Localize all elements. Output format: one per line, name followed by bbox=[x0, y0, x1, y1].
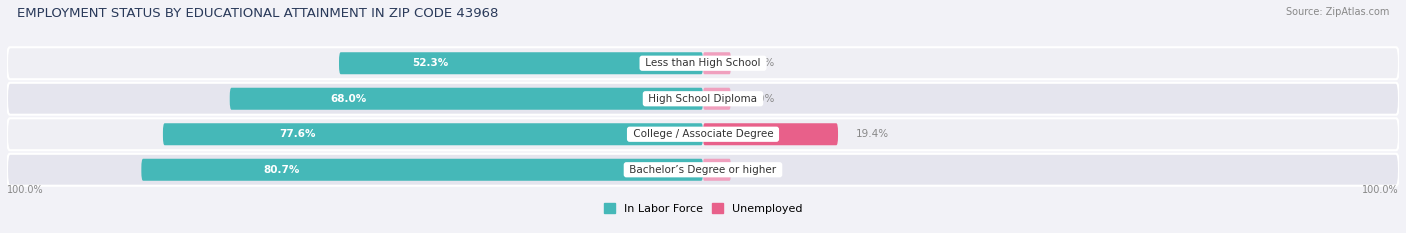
Text: 4.0%: 4.0% bbox=[748, 94, 775, 104]
FancyBboxPatch shape bbox=[7, 47, 1399, 79]
Text: Bachelor’s Degree or higher: Bachelor’s Degree or higher bbox=[626, 165, 780, 175]
Text: 0.0%: 0.0% bbox=[748, 165, 775, 175]
Text: Less than High School: Less than High School bbox=[643, 58, 763, 68]
Text: 77.6%: 77.6% bbox=[280, 129, 316, 139]
Text: College / Associate Degree: College / Associate Degree bbox=[630, 129, 776, 139]
Legend: In Labor Force, Unemployed: In Labor Force, Unemployed bbox=[599, 199, 807, 218]
Text: 0.0%: 0.0% bbox=[748, 58, 775, 68]
FancyBboxPatch shape bbox=[339, 52, 703, 74]
Text: 100.0%: 100.0% bbox=[7, 185, 44, 195]
FancyBboxPatch shape bbox=[703, 52, 731, 74]
FancyBboxPatch shape bbox=[703, 159, 731, 181]
Text: 19.4%: 19.4% bbox=[855, 129, 889, 139]
Text: EMPLOYMENT STATUS BY EDUCATIONAL ATTAINMENT IN ZIP CODE 43968: EMPLOYMENT STATUS BY EDUCATIONAL ATTAINM… bbox=[17, 7, 498, 20]
FancyBboxPatch shape bbox=[7, 118, 1399, 150]
FancyBboxPatch shape bbox=[229, 88, 703, 110]
FancyBboxPatch shape bbox=[7, 83, 1399, 115]
Text: 80.7%: 80.7% bbox=[263, 165, 299, 175]
Text: 68.0%: 68.0% bbox=[330, 94, 366, 104]
Text: High School Diploma: High School Diploma bbox=[645, 94, 761, 104]
FancyBboxPatch shape bbox=[703, 88, 731, 110]
Text: 52.3%: 52.3% bbox=[412, 58, 449, 68]
FancyBboxPatch shape bbox=[163, 123, 703, 145]
Text: 100.0%: 100.0% bbox=[1362, 185, 1399, 195]
FancyBboxPatch shape bbox=[7, 154, 1399, 186]
FancyBboxPatch shape bbox=[703, 123, 838, 145]
FancyBboxPatch shape bbox=[142, 159, 703, 181]
Text: Source: ZipAtlas.com: Source: ZipAtlas.com bbox=[1285, 7, 1389, 17]
